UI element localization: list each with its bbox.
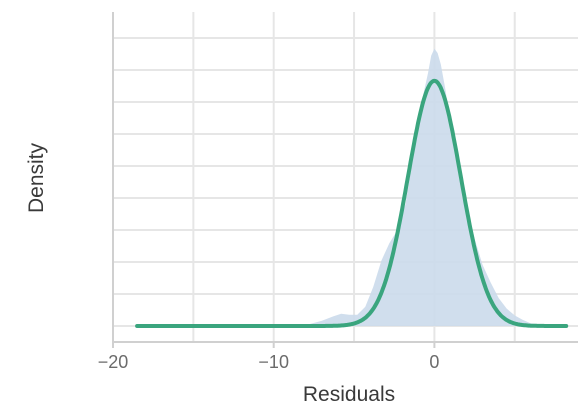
normal-density-line (135, 78, 569, 328)
normal-density-line-group (135, 78, 569, 328)
y-axis-title: Density (25, 142, 48, 213)
grid-lines (112, 12, 578, 342)
x-tick-label: 0 (429, 352, 439, 372)
axes (112, 12, 578, 348)
empirical-density-area-group (137, 48, 567, 326)
empirical-density-area (137, 48, 567, 326)
x-tick-label: −10 (258, 352, 289, 372)
x-tick-label: −20 (98, 352, 129, 372)
x-axis-title: Residuals (303, 383, 395, 406)
x-tick-labels: −20 −10 0 (98, 352, 440, 372)
